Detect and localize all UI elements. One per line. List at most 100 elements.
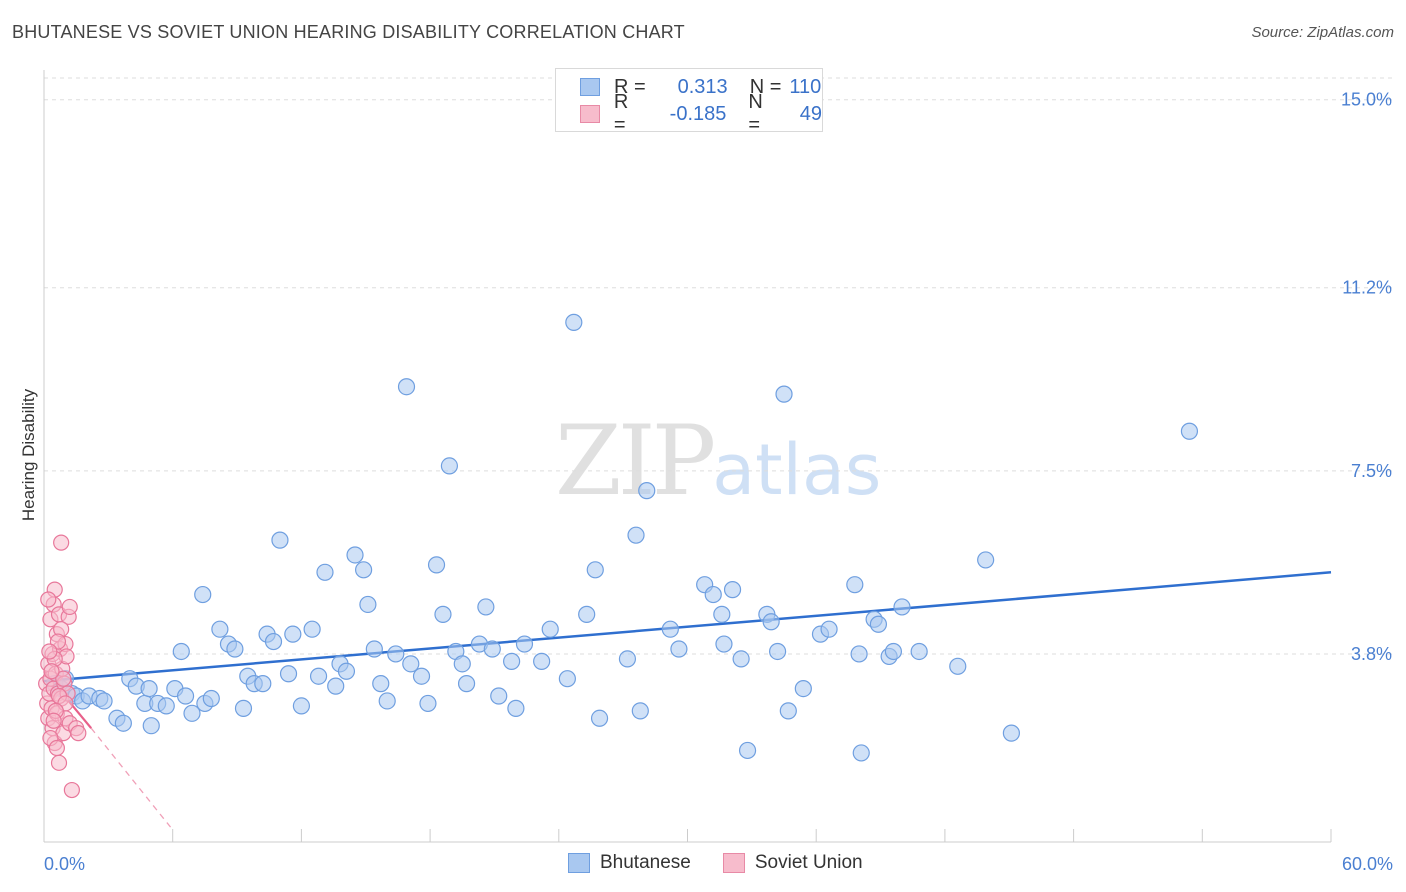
bhutanese-point (618, 650, 637, 668)
x-tick-label-min: 0.0% (44, 854, 85, 874)
bhutanese-trend-line (43, 571, 1332, 683)
y-axis-label: Hearing Disability (19, 388, 38, 521)
bhutanese-point (477, 598, 495, 616)
bhutanese-point (723, 581, 742, 599)
bhutanese-point (457, 675, 476, 693)
bhutanese-point (507, 699, 525, 717)
bhutanese-point (768, 642, 787, 661)
bhutanese-point (738, 741, 757, 760)
bhutanese-point (140, 679, 158, 698)
bhutanese-point (359, 595, 377, 614)
bhutanese-point (157, 697, 175, 715)
correlation-legend: R = 0.313 N = 110 R = -0.185 N = 49 (555, 68, 823, 136)
bhutanese-point (194, 585, 212, 604)
soviet-union-point (55, 670, 72, 687)
legend-swatch-bhutanese (580, 78, 600, 96)
bhutanese-point (627, 526, 645, 544)
y-tick-label: 11.2% (1342, 278, 1392, 298)
bhutanese-point (949, 657, 967, 675)
bhutanese-point (284, 625, 302, 643)
bhutanese-point (183, 704, 201, 722)
bhutanese-point (869, 615, 888, 633)
bhutanese-point (762, 613, 780, 631)
soviet-union-point (48, 739, 65, 757)
bhutanese-point (412, 667, 431, 685)
bhutanese-point (95, 692, 113, 710)
bhutanese-point (1002, 724, 1020, 742)
bhutanese-point (846, 576, 864, 594)
bhutanese-point (309, 667, 328, 685)
series-label-soviet-union: Soviet Union (754, 852, 863, 873)
bhutanese-point (453, 655, 471, 673)
x-tick-label-max: 60.0% (1342, 854, 1393, 874)
legend-row-bhutanese: R = 0.313 N = 110 (580, 74, 821, 100)
bhutanese-point (515, 635, 534, 653)
legend-n-value: 110 (789, 75, 822, 98)
bhutanese-point (977, 551, 995, 569)
bhutanese-point (427, 556, 446, 574)
bhutanese-point (402, 655, 420, 673)
bhutanese-point (503, 652, 521, 670)
bhutanese-point (387, 645, 405, 663)
legend-r-label: R = (613, 91, 629, 136)
soviet-union-point (70, 725, 87, 742)
y-tick-label: 3.8% (1351, 644, 1392, 664)
bhutanese-point (631, 702, 649, 720)
legend-r-label: R = (614, 75, 646, 98)
bhutanese-point (910, 642, 928, 661)
bhutanese-point (264, 632, 283, 651)
series-swatch-bhutanese (568, 853, 590, 873)
series-legend-soviet-union[interactable]: Soviet Union (722, 852, 863, 874)
series-legend-bhutanese[interactable]: Bhutanese (568, 852, 691, 874)
bhutanese-point (279, 665, 298, 683)
bhutanese-point (483, 640, 501, 658)
soviet-union-point (45, 712, 62, 729)
source-label: Source: ZipAtlas.com (1251, 24, 1394, 41)
bhutanese-point (142, 717, 160, 735)
series-swatch-soviet-union (722, 853, 745, 873)
bhutanese-point (638, 482, 656, 500)
soviet-union-point (43, 663, 60, 680)
legend-n-value: 49 (799, 102, 822, 125)
bhutanese-point (820, 620, 838, 638)
legend-row-soviet-union: R = -0.185 N = 49 (580, 91, 822, 136)
bhutanese-point (254, 675, 272, 693)
soviet-union-point (50, 754, 68, 771)
bhutanese-point (490, 687, 508, 705)
bhutanese-point (226, 640, 244, 658)
bhutanese-point (372, 675, 390, 693)
legend-n-label: N = (748, 91, 763, 136)
bhutanese-point (704, 585, 722, 604)
bhutanese-point (715, 635, 733, 653)
bhutanese-point (271, 531, 289, 549)
watermark-atlas: atlas (712, 429, 882, 511)
legend-swatch-soviet-union (580, 105, 600, 123)
bhutanese-point (1180, 422, 1199, 440)
soviet-union-trend-extension (90, 727, 172, 828)
bhutanese-point (434, 605, 452, 623)
bhutanese-point (713, 605, 731, 623)
bhutanese-point (234, 699, 253, 717)
series-label-bhutanese: Bhutanese (600, 852, 691, 873)
y-tick-label: 7.5% (1351, 461, 1392, 481)
watermark: ZIPatlas (555, 405, 881, 517)
legend-r-value: -0.185 (669, 102, 727, 125)
bhutanese-point (355, 561, 373, 579)
series-legend: Bhutanese Soviet Union (568, 852, 895, 874)
bhutanese-point (852, 744, 870, 762)
soviet-union-point (40, 591, 57, 608)
bhutanese-point (172, 642, 190, 661)
bhutanese-point (775, 385, 793, 403)
tick-labels: 3.8% 7.5% 11.2% 15.0% 0.0% 60.0% (44, 90, 1393, 874)
bhutanese-point (378, 692, 396, 710)
bhutanese-point (292, 697, 310, 715)
bhutanese-point (316, 563, 334, 581)
bhutanese-point (114, 714, 132, 732)
bhutanese-point (327, 677, 345, 695)
bhutanese-point (541, 620, 559, 638)
bhutanese-point (176, 687, 195, 705)
legend-n-label: N = (749, 75, 782, 98)
axes (43, 70, 1332, 843)
bhutanese-point (732, 650, 750, 668)
